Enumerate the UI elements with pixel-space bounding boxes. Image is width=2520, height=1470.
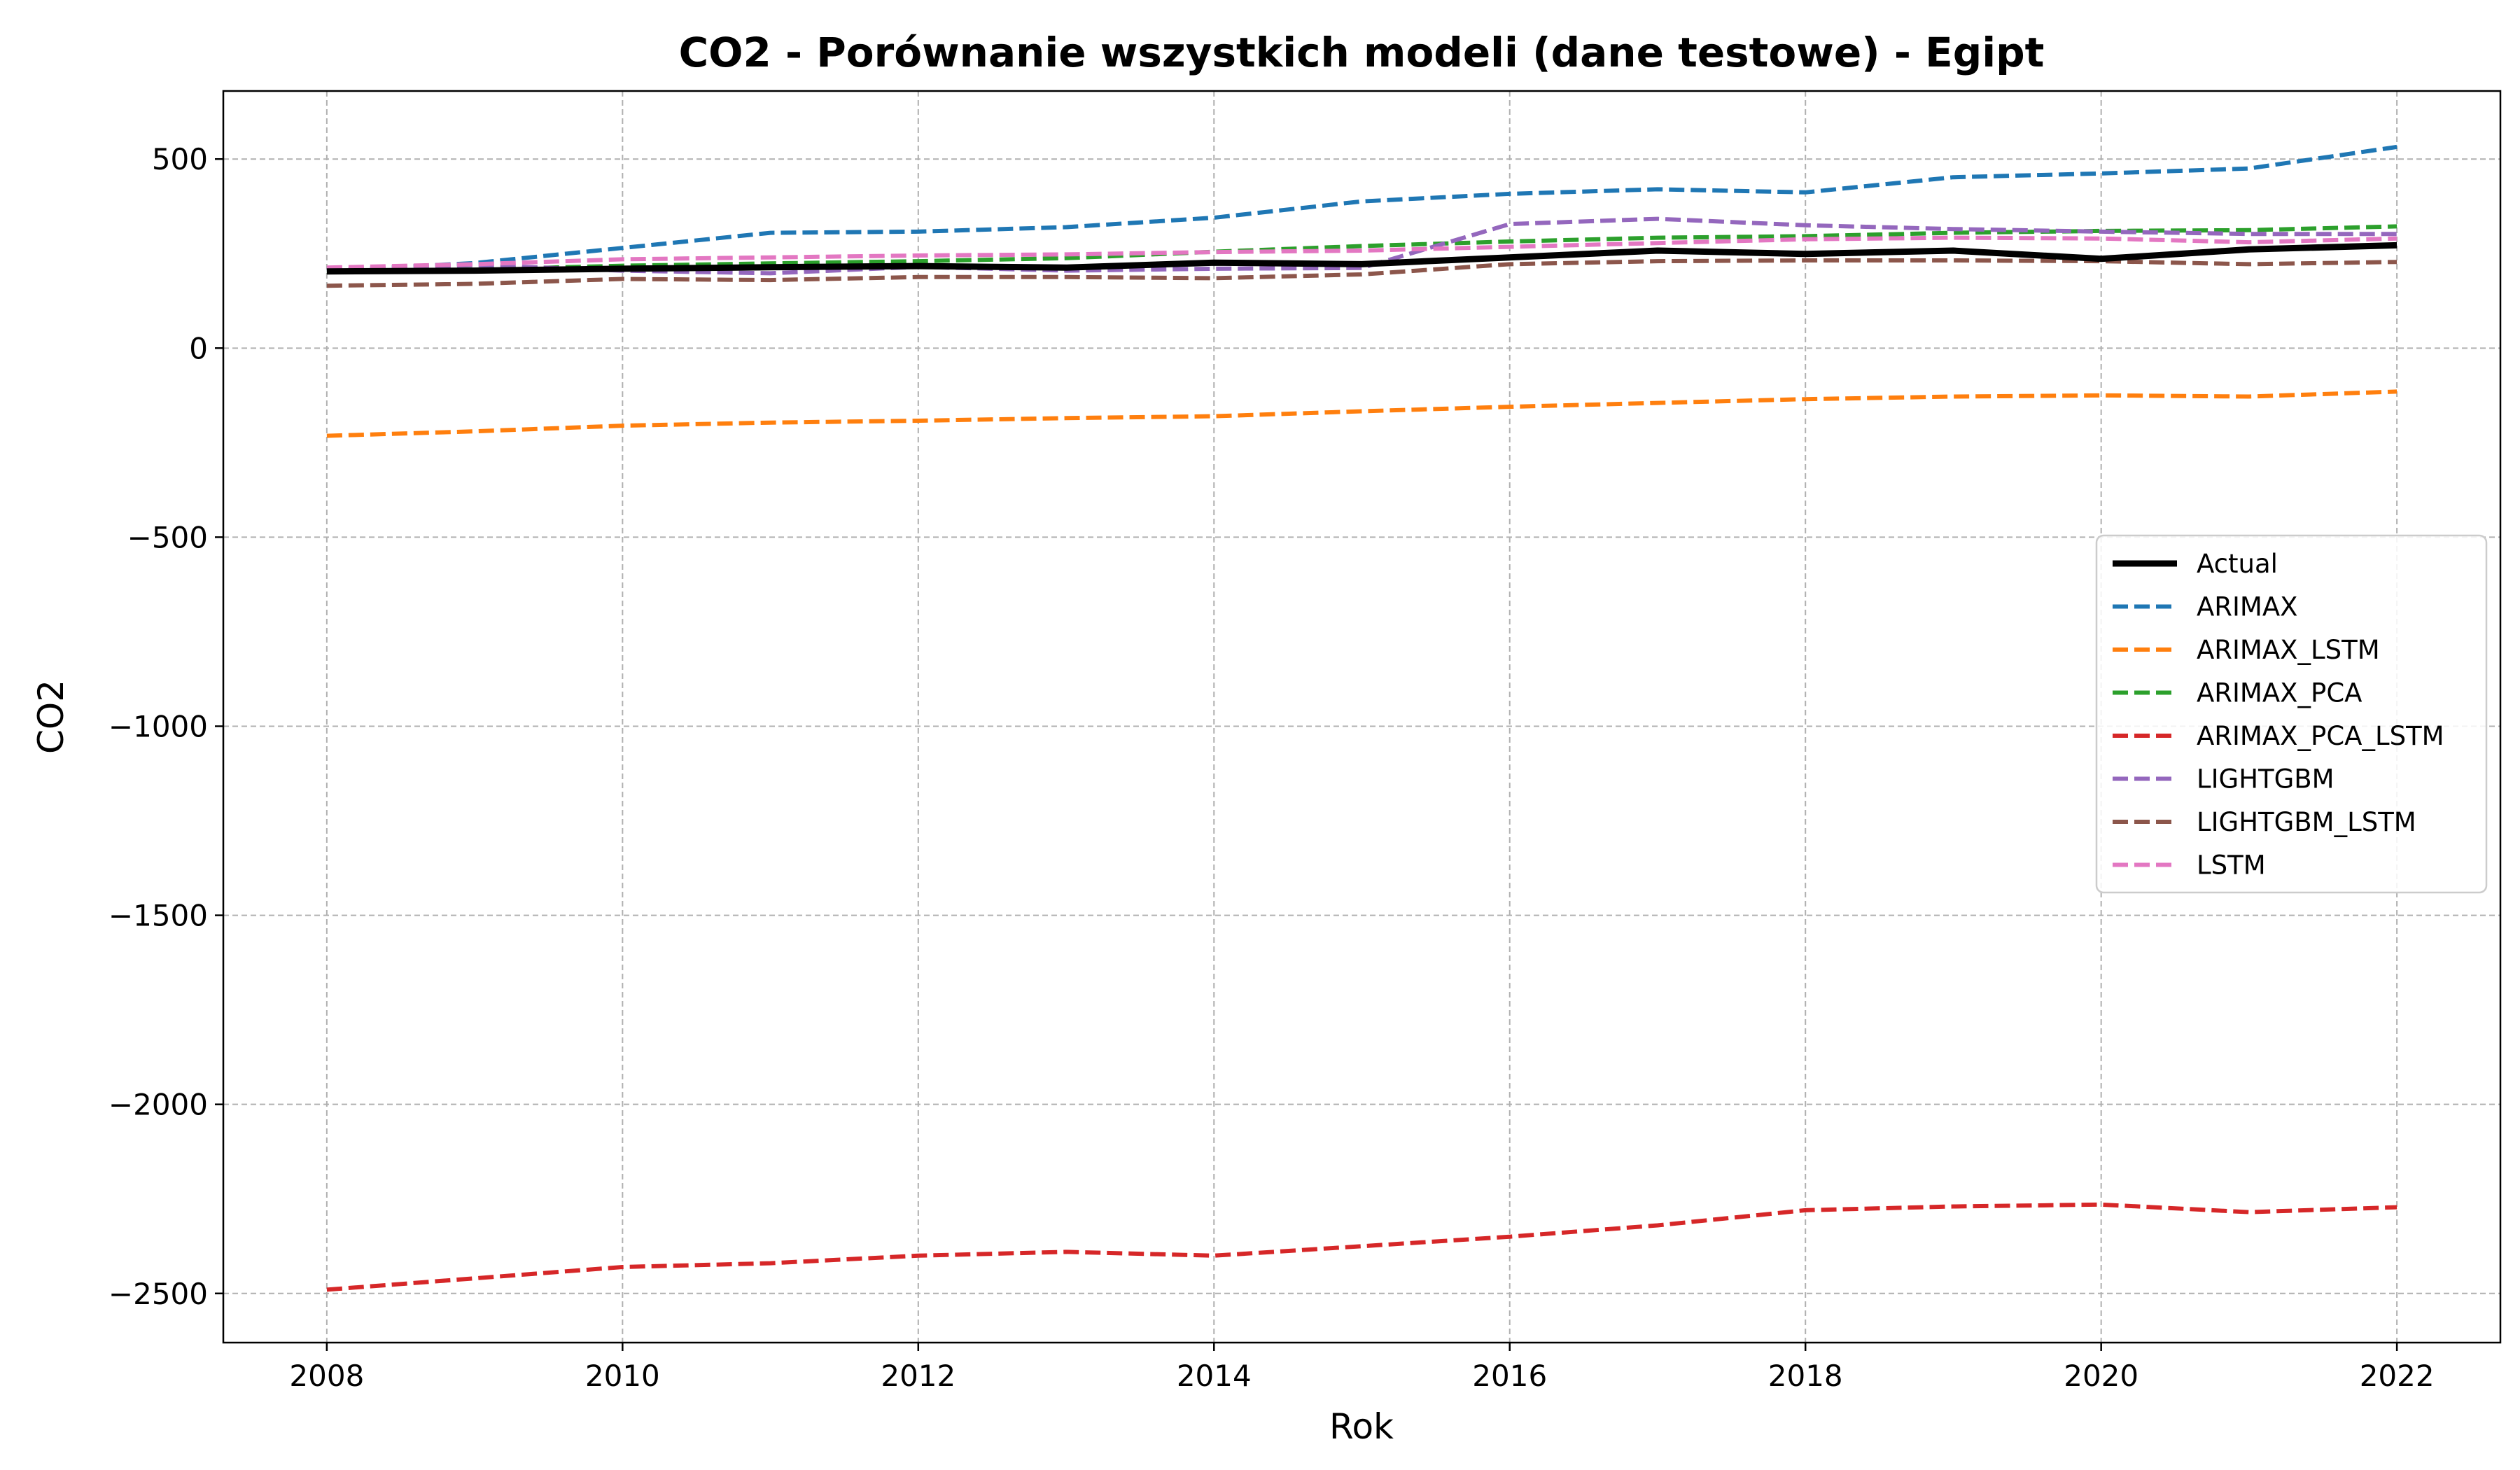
series-line-arimax-pca-lstm [326,1202,2398,1292]
y-tick-label: −500 [127,520,208,554]
grid-layer [223,91,2500,1343]
legend-box [2095,534,2488,894]
series-line-lightgbm-lstm [326,258,2398,288]
plot-frame [222,90,2502,1344]
legend-label: LIGHTGBM [2197,764,2334,794]
x-tick-label: 2022 [2360,1359,2435,1393]
series-line-lstm [326,235,2398,270]
series-line-actual [326,241,2398,275]
legend-label: ARIMAX [2197,592,2298,622]
x-tick-label: 2010 [585,1359,660,1393]
tick-layer: 2008 2010 2012 2014 2016 2018 2020 2022 500 0 −500… [108,142,2435,1393]
legend: Actual ARIMAX ARIMAX_LSTM ARIMAX_PCA ARIMAX_… [2095,534,2488,894]
legend-label: LSTM [2197,850,2266,881]
series-line-arimax [326,144,2398,273]
series-layer [326,144,2398,1292]
y-tick-label: −1000 [108,710,208,744]
legend-label: LIGHTGBM_LSTM [2197,807,2416,837]
legend-label: ARIMAX_PCA [2197,678,2362,708]
series-line-arimax-lstm [326,389,2398,438]
x-tick-label: 2012 [881,1359,955,1393]
legend-label: ARIMAX_LSTM [2197,635,2380,665]
y-tick-label: −2000 [108,1088,208,1122]
y-tick-label: 0 [189,331,208,365]
series-line-arimax-pca [326,224,2398,274]
legend-label: ARIMAX_PCA_LSTM [2197,721,2444,751]
x-tick-label: 2020 [2064,1359,2138,1393]
y-tick-label: −1500 [108,899,208,933]
x-axis-label: Rok [1329,1406,1394,1447]
chart-title: CO2 - Porównanie wszystkich modeli (dane… [679,29,2045,76]
x-tick-label: 2016 [1472,1359,1547,1393]
x-tick-label: 2014 [1177,1359,1252,1393]
y-tick-label: −2500 [108,1277,208,1311]
y-tick-label: 500 [152,142,208,176]
x-tick-label: 2008 [289,1359,364,1393]
y-axis-label: CO2 [31,680,71,754]
legend-label: Actual [2197,549,2278,579]
x-tick-label: 2018 [1768,1359,1843,1393]
